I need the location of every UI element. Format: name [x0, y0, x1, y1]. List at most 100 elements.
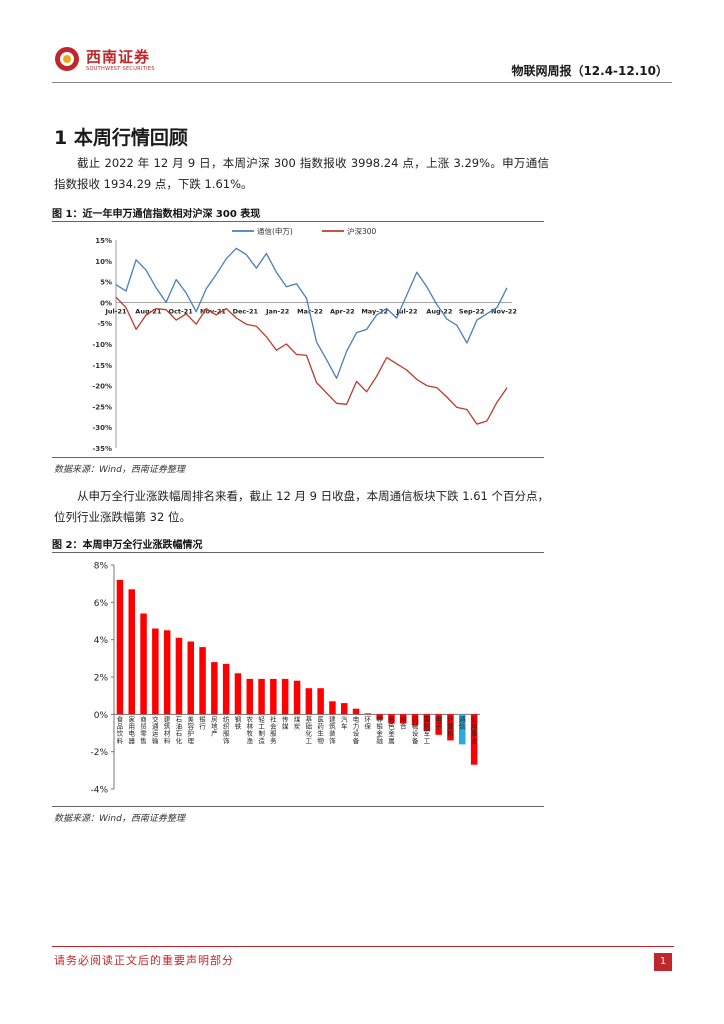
bar — [293, 680, 301, 715]
y-tick-label: -4% — [90, 786, 108, 796]
paragraph-industry-ranking: 从申万全行业涨跌幅周排名来看，截止 12 月 9 日收盘，本周通信板块下跌 1.… — [54, 489, 549, 524]
category-label: 综合 — [400, 714, 407, 730]
x-tick-label: Aug-21 — [135, 307, 162, 315]
category-label: 农林牧渔 — [247, 714, 254, 745]
bar — [152, 628, 159, 715]
series-line-csi300 — [115, 296, 508, 425]
bar — [447, 714, 454, 741]
category-label: 房地产 — [211, 714, 218, 737]
bar — [199, 647, 206, 715]
bar — [163, 630, 171, 715]
category-label: 社会服务 — [270, 714, 277, 745]
x-tick-label: Nov-21 — [200, 307, 226, 315]
x-tick-label: Jul-21 — [104, 307, 126, 315]
bar — [364, 713, 372, 715]
x-tick-label: Nov-22 — [491, 307, 517, 315]
bar — [459, 714, 466, 745]
x-tick-label: Sep-22 — [459, 307, 485, 315]
category-label: 非银金融 — [376, 714, 383, 745]
y-tick-label: -25% — [92, 403, 112, 411]
footer-divider — [52, 946, 674, 947]
bar — [211, 662, 218, 715]
category-label: 纺织服饰 — [223, 714, 230, 745]
category-label: 环保 — [365, 715, 372, 730]
bar — [222, 663, 230, 715]
bar — [329, 701, 336, 715]
y-tick-label: -30% — [92, 424, 112, 432]
category-label: 交通运输 — [152, 714, 159, 745]
category-label: 医药生物 — [317, 715, 324, 745]
figure-1-top-rule — [52, 221, 544, 222]
figure-2-source: 数据来源：Wind，西南证券整理 — [54, 814, 185, 824]
line-chart: 15% 10% 5% 0% -5% -10% -15% -20% -25% -30% -35% Jul… — [92, 226, 517, 453]
bar — [234, 673, 242, 715]
bar — [317, 688, 324, 715]
bar — [305, 688, 313, 715]
category-label: 通信 — [459, 714, 466, 730]
bar — [246, 678, 253, 715]
report-title: 物联网周报（12.4-12.10） — [511, 64, 668, 78]
y-tick-label: -10% — [92, 341, 112, 349]
x-tick-label: Dec-21 — [233, 307, 259, 315]
x-tick-label: Jul-22 — [395, 307, 417, 315]
bar — [187, 641, 194, 715]
footer-disclaimer: 请务必阅读正文后的重要声明部分 — [54, 954, 234, 967]
brand-name-en: SOUTHWEST SECURITIES — [86, 66, 155, 72]
x-tick-label: Aug-22 — [426, 307, 452, 315]
x-tick-label: Jan-22 — [265, 307, 289, 315]
paragraph-market-summary: 截止 2022 年 12 月 9 日，本周沪深 300 指数报收 3998.24… — [54, 156, 549, 191]
bar — [116, 579, 124, 715]
bar — [423, 714, 431, 732]
series-line-telecom — [115, 247, 508, 379]
bar — [435, 714, 442, 735]
category-label: 商贸零售 — [140, 714, 147, 745]
figure-1-bottom-rule — [52, 457, 544, 458]
y-tick-label: -35% — [92, 445, 112, 453]
category-label: 银行 — [199, 714, 206, 730]
category-label: 电子 — [435, 714, 442, 730]
category-label: 汽车 — [341, 714, 348, 730]
bar — [270, 678, 277, 715]
bar-chart: 8% 6% 4% 2% 0% -2% -4% 食品饮料家用电器商贸零售交通运输建筑材料石油石化… — [90, 562, 480, 796]
category-label: 钢铁 — [235, 715, 242, 730]
y-tick-label: 5% — [100, 279, 112, 287]
y-tick-label: -20% — [92, 383, 112, 391]
y-tick-label: 15% — [95, 237, 112, 245]
category-label: 轻工制造 — [258, 714, 265, 745]
category-label: 机械设备 — [412, 714, 419, 745]
figure-2-top-rule — [52, 552, 544, 553]
section-heading: 1 本周行情回顾 — [54, 127, 188, 149]
figure-2-title: 图 2：本周申万全行业涨跌幅情况 — [52, 540, 203, 551]
y-tick-label: 0% — [100, 299, 112, 307]
bar — [400, 714, 407, 724]
category-label: 计算机 — [447, 714, 454, 737]
bar — [140, 613, 147, 715]
y-tick-label: 6% — [94, 599, 109, 609]
category-label: 家用电器 — [128, 714, 135, 745]
bar — [175, 637, 183, 715]
figure-1-title: 图 1：近一年申万通信指数相对沪深 300 表现 — [52, 209, 261, 220]
brand-name: 西南证券 — [86, 48, 151, 66]
figure-2-bottom-rule — [52, 806, 544, 807]
x-tick-label: May-22 — [361, 307, 388, 315]
category-label: 煤炭 — [294, 714, 301, 730]
bar — [470, 714, 478, 765]
bar — [281, 678, 289, 715]
y-tick-label: -5% — [97, 320, 112, 328]
category-label: 石油石化 — [176, 715, 183, 745]
category-label: 国防军工 — [424, 715, 431, 745]
bar — [411, 714, 419, 726]
category-label: 电力设备 — [353, 714, 360, 745]
category-label: 建筑材料 — [164, 714, 171, 745]
bar — [376, 714, 383, 720]
category-label: 美容护理 — [187, 714, 194, 745]
figure-1-source: 数据来源：Wind，西南证券整理 — [54, 465, 185, 475]
bar — [128, 589, 135, 715]
y-tick-label: -15% — [92, 362, 112, 370]
x-tick-label: Oct-21 — [169, 307, 194, 315]
y-tick-label: 10% — [95, 258, 112, 266]
category-label: 公用事业 — [471, 715, 478, 745]
bar — [341, 703, 348, 715]
x-tick-label: Apr-22 — [330, 307, 355, 315]
y-tick-label: 0% — [94, 711, 109, 721]
